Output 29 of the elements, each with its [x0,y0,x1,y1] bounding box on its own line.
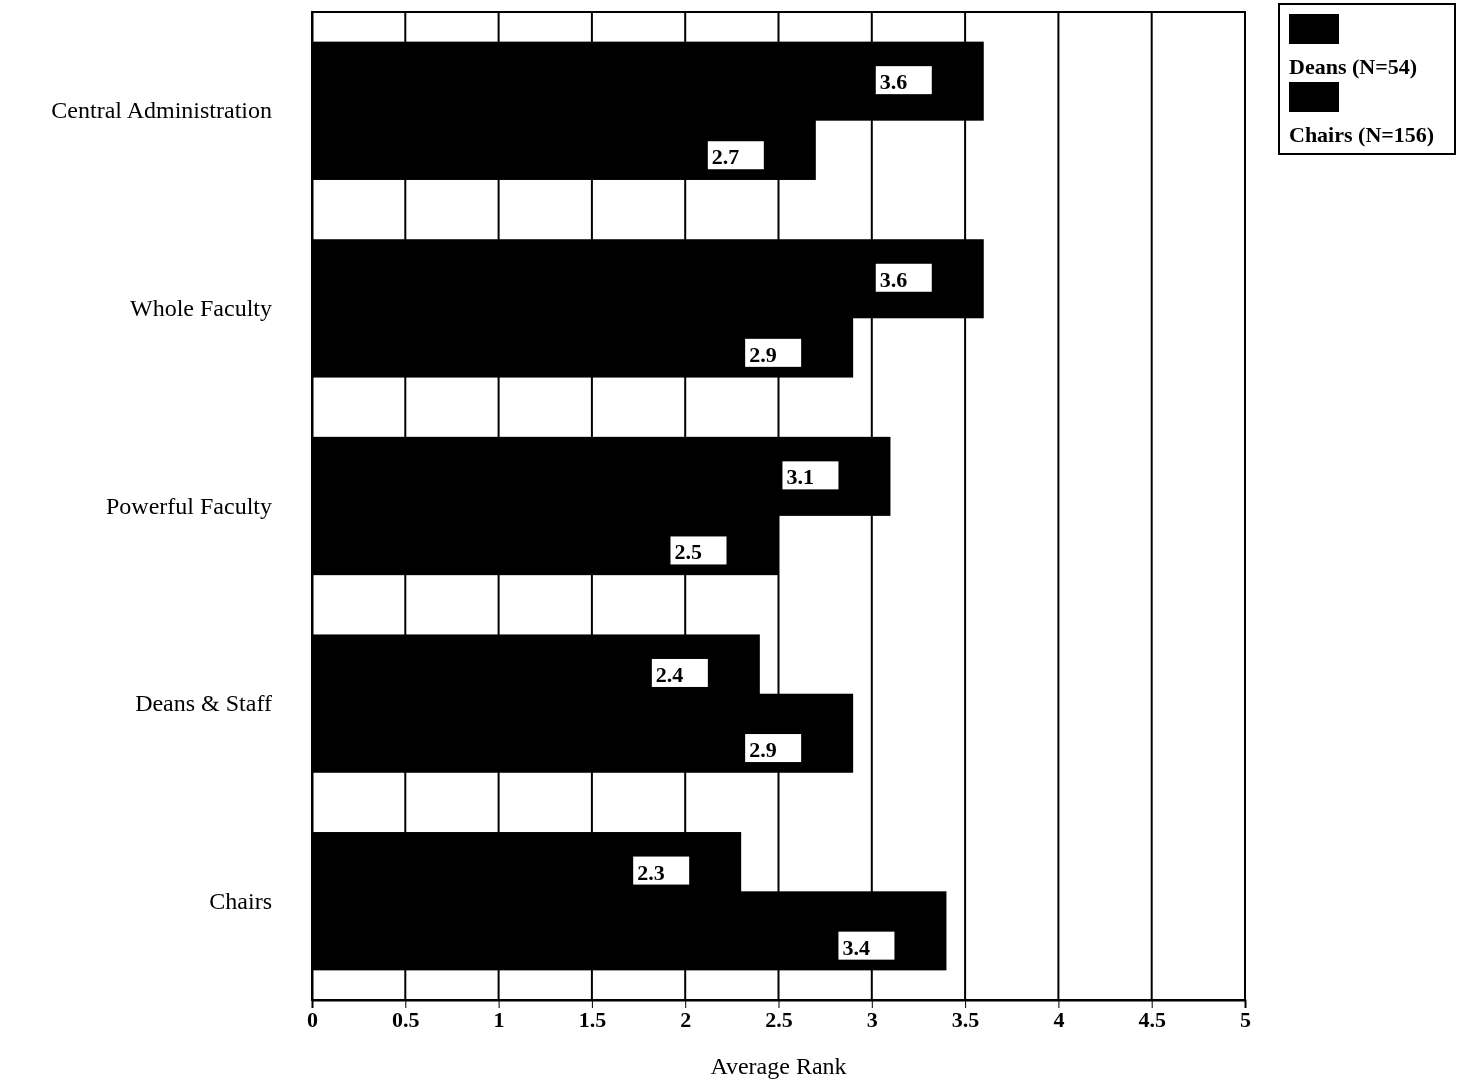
x-tick-label: 1.5 [578,1006,607,1032]
x-tick-label: 5 [1240,1006,1251,1032]
data-label: 2.7 [711,144,740,170]
y-tick-label: Whole Faculty [130,295,272,322]
y-tick-label: Chairs [209,887,272,914]
legend-label: Deans (N=54) [1289,54,1418,79]
x-axis-title: Average Rank [710,1053,847,1079]
x-tick-label: 3.5 [951,1006,980,1032]
data-label: 3.6 [879,266,908,292]
x-tick-label: 2.5 [765,1006,793,1032]
x-tick-label: 0 [307,1006,318,1032]
y-tick-label: Powerful Faculty [106,492,272,519]
data-label: 2.5 [674,539,702,565]
x-tick-label: 0.5 [392,1006,420,1032]
data-label: 2.9 [749,737,777,763]
data-label: 2.3 [637,859,665,885]
x-tick-label: 4 [1053,1006,1065,1032]
data-label: 3.4 [842,934,870,960]
data-label: 3.1 [786,464,814,490]
x-tick-label: 1 [493,1006,505,1032]
y-tick-label: Deans & Staff [135,690,272,717]
legend-label: Chairs (N=156) [1289,122,1435,147]
y-tick-label: Central Administration [51,97,272,124]
x-tick-label: 4.5 [1138,1006,1166,1032]
x-tick-label: 3 [866,1006,878,1032]
data-label: 3.6 [879,69,908,95]
data-label: 2.4 [655,661,684,687]
data-label: 2.9 [749,341,777,367]
x-tick-label: 2 [680,1006,692,1032]
